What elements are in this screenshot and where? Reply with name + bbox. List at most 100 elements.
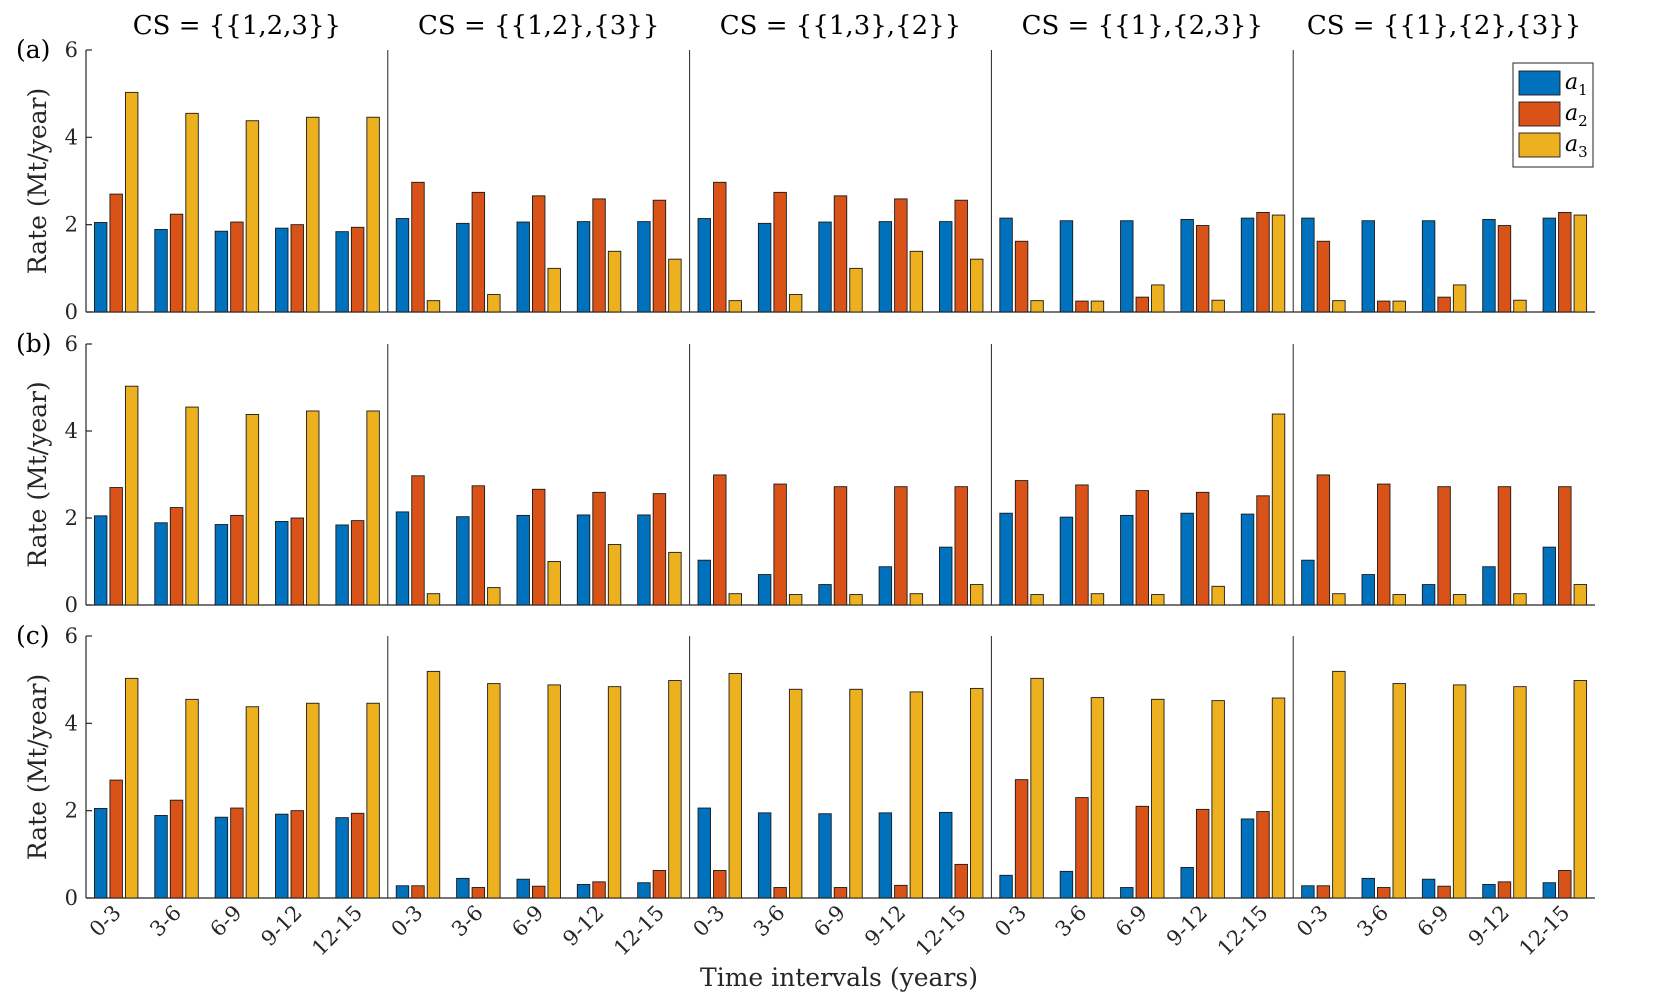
bar-a3 xyxy=(728,673,742,899)
bar-a1 xyxy=(1059,220,1074,313)
bar-a1 xyxy=(1180,218,1194,313)
bar-a1 xyxy=(878,566,893,606)
bar-a1 xyxy=(637,221,651,313)
bar-a1 xyxy=(1059,870,1074,899)
bar-a1 xyxy=(214,230,229,313)
bar-a1 xyxy=(576,221,591,313)
bar-a1 xyxy=(154,522,168,606)
bar-a2 xyxy=(1437,296,1451,313)
bar-a3 xyxy=(668,551,682,606)
x-axis-title: Time intervals (years) xyxy=(700,963,978,992)
bar-a1 xyxy=(999,512,1013,606)
panel: Rate (Mt/year) (c) 0 2 4 6 xyxy=(16,621,1595,910)
bar-a3 xyxy=(1392,683,1406,899)
panel-label: (a) xyxy=(16,35,50,64)
bar-a3 xyxy=(124,385,139,606)
bar-a2 xyxy=(592,198,606,313)
bar-a1 xyxy=(154,815,168,899)
bar-a3 xyxy=(909,691,924,899)
bar-a2 xyxy=(109,779,123,899)
bar-a1 xyxy=(697,218,711,313)
bar-a2 xyxy=(954,199,968,313)
bar-a1 xyxy=(335,231,349,313)
bar-a2 xyxy=(1256,811,1270,899)
bar-a2 xyxy=(169,799,184,899)
bar-a1 xyxy=(1482,566,1496,606)
bar-a2 xyxy=(1195,808,1210,899)
bar-a2 xyxy=(1014,480,1029,606)
bar-a2 xyxy=(1497,881,1512,899)
bar-a2 xyxy=(230,514,244,606)
x-tick-label: 0-3 xyxy=(688,901,729,942)
bar-a3 xyxy=(1452,684,1467,899)
bar-a2 xyxy=(1135,490,1150,606)
bar-a2 xyxy=(773,483,787,606)
panel: Rate (Mt/year) (b) 0 2 4 6 xyxy=(16,329,1595,617)
bar-a3 xyxy=(1030,300,1044,313)
bar-a1 xyxy=(637,882,651,899)
bar-a3 xyxy=(547,684,561,899)
bar-a2 xyxy=(1558,870,1572,899)
bar-a3 xyxy=(1030,594,1044,606)
bar-a3 xyxy=(1513,686,1527,899)
bar-a2 xyxy=(1558,486,1572,606)
y-tick-label: 4 xyxy=(65,419,78,443)
bar-a1 xyxy=(1240,818,1255,899)
bar-a1 xyxy=(395,218,410,313)
bar-a2 xyxy=(471,191,486,313)
legend-label-a3: a3 xyxy=(1565,132,1588,161)
cs-title: CS = {{1},{2,3}} xyxy=(1022,11,1263,41)
bar-a1 xyxy=(214,524,229,606)
y-tick-label: 6 xyxy=(65,332,78,356)
bar-a1 xyxy=(1361,877,1375,899)
bar-a1 xyxy=(335,524,349,606)
bar-a2 xyxy=(833,486,848,606)
x-tick-label: 12-15 xyxy=(609,901,669,961)
bar-a2 xyxy=(1075,484,1089,606)
bar-a1 xyxy=(1301,885,1315,899)
bar-a2 xyxy=(833,887,848,899)
bar-a2 xyxy=(773,191,787,313)
bar-a1 xyxy=(456,516,470,606)
bar-a2 xyxy=(1075,797,1089,899)
bar-a2 xyxy=(1256,495,1270,606)
y-axis-title: Rate (Mt/year) xyxy=(23,381,52,567)
bar-a2 xyxy=(773,887,787,899)
bar-a1 xyxy=(1120,220,1134,313)
bar-a2 xyxy=(411,181,425,313)
bar-a2 xyxy=(290,810,304,899)
bar-a2 xyxy=(230,807,244,899)
bar-a3 xyxy=(245,414,260,606)
bar-a3 xyxy=(1513,593,1527,606)
bar-a1 xyxy=(757,574,772,606)
bar-a2 xyxy=(471,485,486,606)
legend-label-subscript: 2 xyxy=(1578,112,1588,130)
bar-a3 xyxy=(1030,677,1044,899)
bar-a1 xyxy=(637,514,651,606)
bar-a2 xyxy=(1256,211,1270,313)
bar-a1 xyxy=(1180,512,1194,606)
bar-a3 xyxy=(1452,284,1467,313)
bar-a1 xyxy=(395,885,410,899)
bar-a3 xyxy=(306,702,320,899)
bar-a1 xyxy=(93,222,108,313)
panel: Rate (Mt/year) (a) 0 2 4 6 xyxy=(16,35,1595,324)
bar-a2 xyxy=(1195,491,1210,606)
y-tick-label: 4 xyxy=(65,125,78,149)
bar-a3 xyxy=(1090,697,1105,899)
x-tick-label: 6-9 xyxy=(809,901,850,942)
bar-a3 xyxy=(547,267,561,313)
bar-a1 xyxy=(335,817,349,899)
bar-a3 xyxy=(1392,594,1406,606)
panel-label: (c) xyxy=(16,621,50,650)
bar-a3 xyxy=(185,406,199,606)
bar-a3 xyxy=(487,683,501,899)
bar-a2 xyxy=(652,493,667,606)
bar-a2 xyxy=(471,887,486,899)
x-tick-label: 9-12 xyxy=(1464,901,1514,951)
bar-a1 xyxy=(757,812,772,899)
bar-a2 xyxy=(1195,225,1210,313)
x-tick-label: 6-9 xyxy=(1413,901,1454,942)
x-tick-label: 9-12 xyxy=(1162,901,1212,951)
legend-swatch-a3 xyxy=(1518,132,1561,158)
